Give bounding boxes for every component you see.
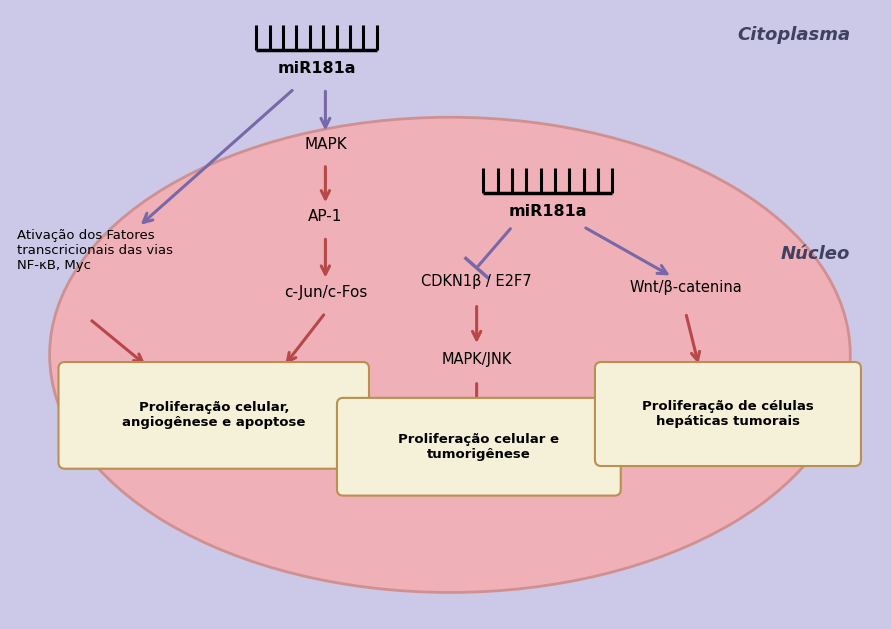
- Text: CDKN1β / E2F7: CDKN1β / E2F7: [421, 274, 532, 289]
- FancyBboxPatch shape: [59, 362, 369, 469]
- Text: miR181a: miR181a: [277, 61, 356, 75]
- Text: Wnt/β-catenina: Wnt/β-catenina: [629, 281, 742, 296]
- Text: Proliferação celular e
tumorigênese: Proliferação celular e tumorigênese: [398, 433, 560, 461]
- Text: Proliferação celular,
angiogênese e apoptose: Proliferação celular, angiogênese e apop…: [122, 401, 306, 430]
- FancyBboxPatch shape: [595, 362, 861, 466]
- Text: MAPK/JNK: MAPK/JNK: [441, 352, 511, 367]
- Text: Proliferação de células
hepáticas tumorais: Proliferação de células hepáticas tumora…: [642, 400, 813, 428]
- Text: Núcleo: Núcleo: [781, 245, 850, 262]
- FancyBboxPatch shape: [337, 398, 621, 496]
- Text: AP-1: AP-1: [308, 209, 343, 224]
- Text: Citoplasma: Citoplasma: [737, 26, 850, 44]
- Text: MAPK: MAPK: [304, 137, 347, 152]
- Text: c-Jun/c-Fos: c-Jun/c-Fos: [283, 285, 367, 300]
- Ellipse shape: [50, 117, 850, 593]
- Text: miR181a: miR181a: [509, 204, 587, 220]
- Text: Ativação dos Fatores
transcricionais das vias
NF-κB, Myc: Ativação dos Fatores transcricionais das…: [17, 230, 173, 272]
